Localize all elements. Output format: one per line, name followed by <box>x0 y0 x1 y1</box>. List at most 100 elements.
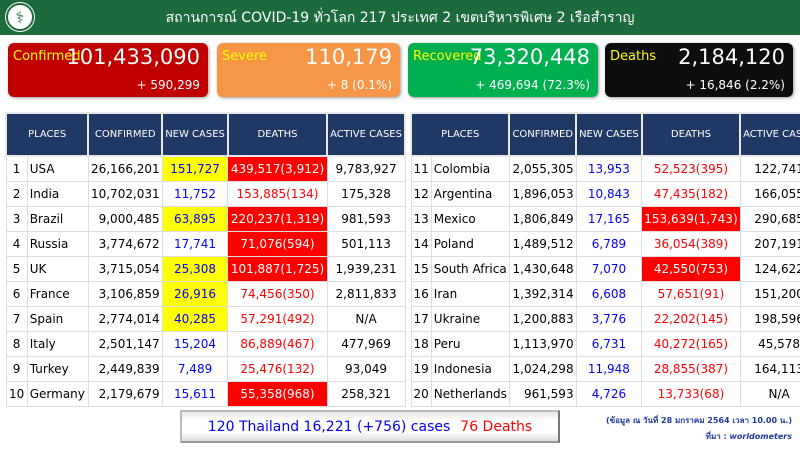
confirmed: 1,806,849 <box>508 205 577 232</box>
place: Russia <box>26 230 89 257</box>
table-row: 14 Poland 1,489,512 6,789 36,054(389) 20… <box>410 230 800 257</box>
place: UK <box>26 255 89 282</box>
deaths: 57,651(91) <box>641 280 741 307</box>
col-header: NEW CASES <box>575 112 643 157</box>
new-cases: 13,953 <box>575 155 643 182</box>
active-cases: 164,113 <box>739 355 800 382</box>
rank: 5 <box>5 255 28 282</box>
deaths: 55,358(968) <box>227 380 328 407</box>
new-cases: 25,308 <box>161 255 229 282</box>
deaths: 220,237(1,319) <box>227 205 328 232</box>
confirmed: 2,179,679 <box>87 380 163 407</box>
table-row: 5 UK 3,715,054 25,308 101,887(1,725) 1,9… <box>5 255 406 282</box>
card-label: Recovered <box>413 49 482 64</box>
card-recovered: Recovered 73,320,448 + 469,694 (72.3%) <box>408 43 598 97</box>
table-row: 6 France 3,106,859 26,916 74,456(350) 2,… <box>5 280 406 307</box>
active-cases: 258,321 <box>326 380 406 407</box>
data-date: (ข้อมูล ณ วันที่ 28 มกราคม 2564 เวลา 10.… <box>605 416 792 425</box>
card-label: Confirmed <box>13 49 81 64</box>
new-cases: 10,843 <box>575 180 643 207</box>
new-cases: 15,204 <box>161 330 229 357</box>
table-row: 11 Colombia 2,055,305 13,953 52,523(395)… <box>410 155 800 182</box>
rank: 16 <box>410 280 432 307</box>
place: Brazil <box>26 205 89 232</box>
card-confirmed: Confirmed 101,433,090 + 590,299 <box>8 43 208 97</box>
col-header: ACTIVE CASES <box>739 112 800 157</box>
rank: 20 <box>410 380 432 407</box>
card-value: 110,179 <box>305 45 392 69</box>
deaths: 86,889(467) <box>227 330 328 357</box>
rank: 4 <box>5 230 28 257</box>
confirmed: 26,166,201 <box>87 155 163 182</box>
confirmed: 1,896,053 <box>508 180 577 207</box>
active-cases: 501,113 <box>326 230 406 257</box>
page-title: สถานการณ์ COVID-19 ทั่วโลก 217 ประเทศ 2 … <box>165 9 635 26</box>
col-header: DEATHS <box>226 112 329 157</box>
confirmed: 2,449,839 <box>87 355 163 382</box>
deaths: 52,523(395) <box>641 155 741 182</box>
deaths: 42,550(753) <box>641 255 741 282</box>
confirmed: 1,113,970 <box>508 330 577 357</box>
rank: 1 <box>5 155 28 182</box>
new-cases: 17,741 <box>161 230 229 257</box>
rank: 18 <box>410 330 432 357</box>
card-value: 2,184,120 <box>678 45 785 69</box>
new-cases: 11,752 <box>161 180 229 207</box>
deaths: 47,435(182) <box>641 180 741 207</box>
countries-table-left: PLACES CONFIRMED NEW CASES DEATHS ACTIVE CAS… <box>4 112 406 407</box>
new-cases: 3,776 <box>575 305 643 332</box>
table-row: 1 USA 26,166,201 151,727 439,517(3,912) … <box>5 155 406 182</box>
table-row: 10 Germany 2,179,679 15,611 55,358(968) … <box>5 380 406 407</box>
source-name: worldometers <box>729 432 792 441</box>
confirmed: 2,774,014 <box>87 305 163 332</box>
table-row: 12 Argentina 1,896,053 10,843 47,435(182… <box>410 180 800 207</box>
place: Iran <box>430 280 510 307</box>
active-cases: 290,685 <box>739 205 800 232</box>
place: India <box>26 180 89 207</box>
new-cases: 6,731 <box>575 330 643 357</box>
deaths: 71,076(594) <box>227 230 328 257</box>
rank: 3 <box>5 205 28 232</box>
card-delta: + 16,846 (2.2%) <box>685 78 785 92</box>
place: Germany <box>26 380 89 407</box>
active-cases: 45,578 <box>739 330 800 357</box>
place: France <box>26 280 89 307</box>
active-cases: N/A <box>326 305 406 332</box>
active-cases: N/A <box>739 380 800 407</box>
active-cases: 166,055 <box>739 180 800 207</box>
place: Indonesia <box>430 355 510 382</box>
confirmed: 961,593 <box>508 380 577 407</box>
place: Mexico <box>430 205 510 232</box>
card-label: Severe <box>222 49 267 64</box>
table-row: 15 South Africa 1,430,648 7,070 42,550(7… <box>410 255 800 282</box>
thailand-deaths: 76 Deaths <box>460 418 533 435</box>
active-cases: 981,593 <box>326 205 406 232</box>
deaths: 13,733(68) <box>641 380 741 407</box>
card-delta: + 590,299 <box>136 78 201 92</box>
active-cases: 207,191 <box>739 230 800 257</box>
place: Argentina <box>430 180 510 207</box>
confirmed: 2,501,147 <box>87 330 163 357</box>
place: Netherlands <box>430 380 510 407</box>
new-cases: 11,948 <box>575 355 643 382</box>
active-cases: 124,622 <box>739 255 800 282</box>
new-cases: 17,165 <box>575 205 643 232</box>
active-cases: 1,939,231 <box>326 255 406 282</box>
new-cases: 151,727 <box>161 155 229 182</box>
new-cases: 7,489 <box>161 355 229 382</box>
place: Poland <box>430 230 510 257</box>
rank: 19 <box>410 355 432 382</box>
col-header: CONFIRMED <box>87 112 164 157</box>
new-cases: 26,916 <box>161 280 229 307</box>
deaths: 74,456(350) <box>227 280 328 307</box>
new-cases: 6,789 <box>575 230 643 257</box>
source-label: ที่มา : <box>705 432 730 441</box>
table-row: 8 Italy 2,501,147 15,204 86,889(467) 477… <box>5 330 406 357</box>
active-cases: 175,328 <box>326 180 406 207</box>
active-cases: 198,596 <box>739 305 800 332</box>
rank: 9 <box>5 355 28 382</box>
place: South Africa <box>430 255 510 282</box>
deaths: 57,291(492) <box>227 305 328 332</box>
new-cases: 15,611 <box>161 380 229 407</box>
confirmed: 1,489,512 <box>508 230 577 257</box>
